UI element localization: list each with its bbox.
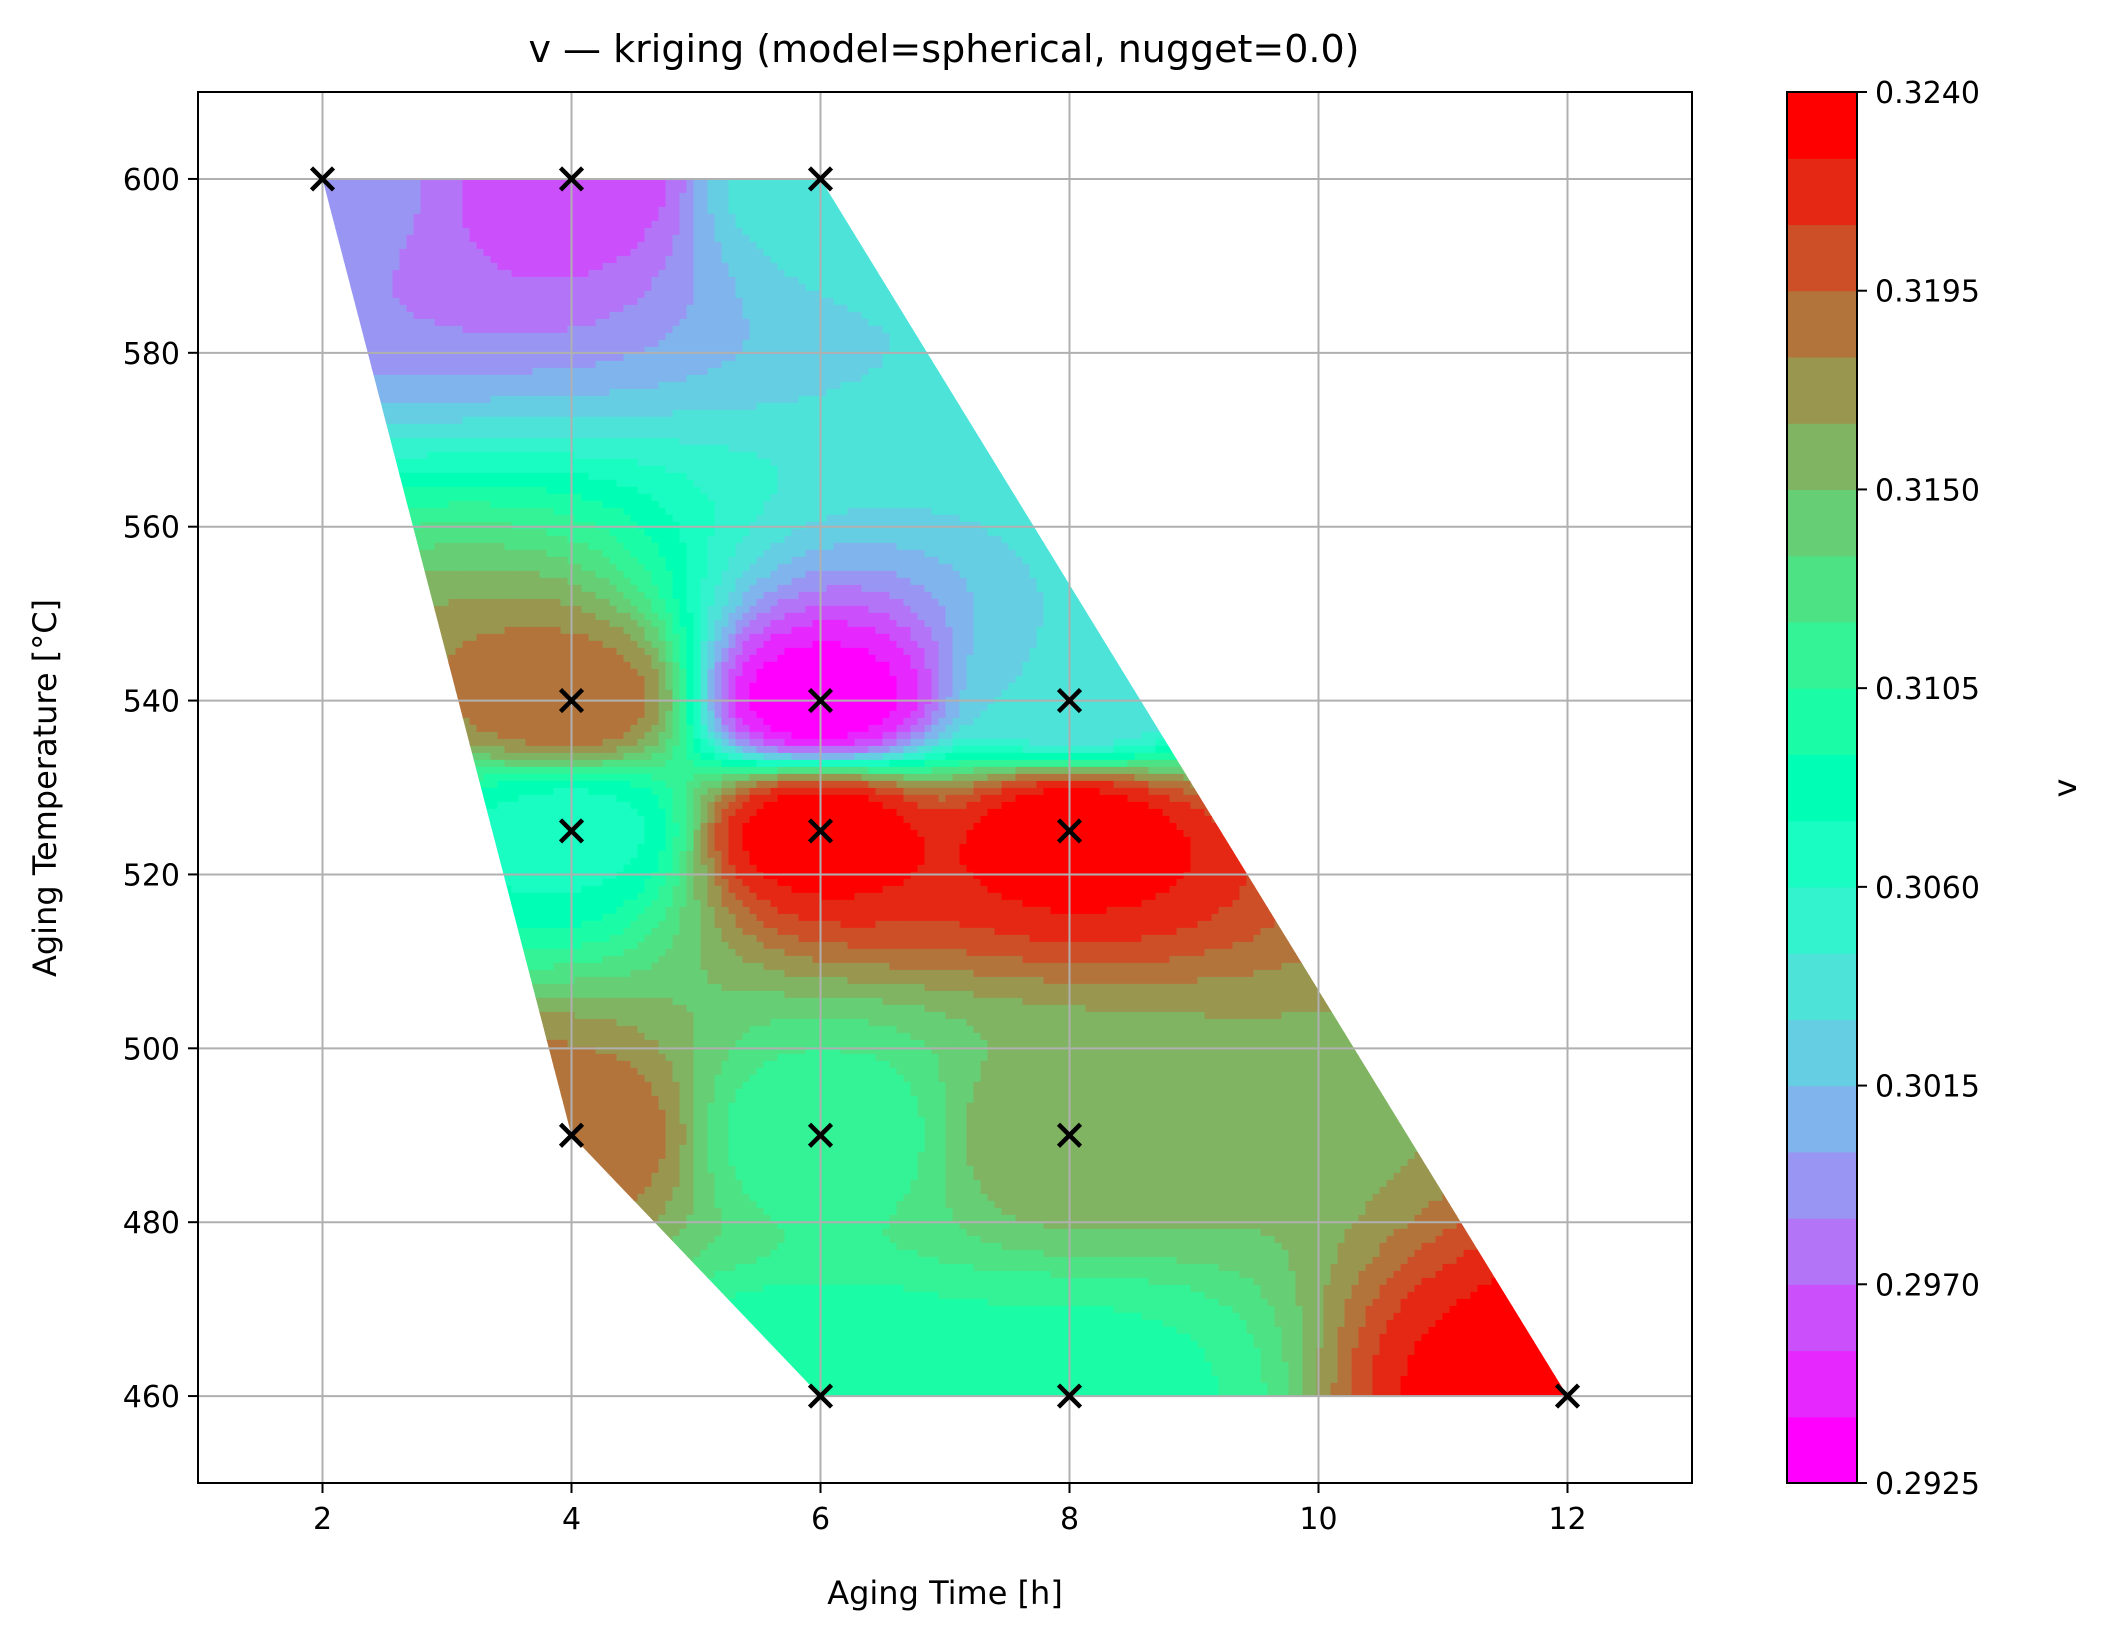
sample-marker (807, 166, 834, 192)
sample-markers (309, 166, 1581, 1409)
colorbar-band (1787, 1416, 1857, 1484)
colorbar-band (1787, 356, 1857, 424)
colorbar-band (1787, 886, 1857, 954)
colorbar-bands (1787, 92, 1857, 1484)
sample-marker (558, 687, 585, 714)
x-axis-ticks: 2 4 6 8 10 12 (313, 1483, 1587, 1537)
colorbar-frame (1786, 91, 1858, 1484)
colorbar-band (1787, 1019, 1857, 1087)
colorbar-band (1787, 158, 1857, 226)
colorbar-band (1787, 423, 1857, 491)
sample-marker (1056, 818, 1083, 844)
y-tick-label: 480 (123, 1206, 180, 1241)
plot-frame (197, 91, 1693, 1484)
colorbar-tick-label: 0.3105 (1875, 672, 1980, 707)
colorbar-band (1787, 224, 1857, 292)
colorbar: 0.2925 0.2970 0.3015 0.3060 0.3105 0.3150 0.31… (1786, 76, 1980, 1502)
colorbar-label: v (2046, 779, 2084, 798)
y-tick-label: 600 (123, 163, 180, 198)
sample-marker (807, 1122, 834, 1148)
colorbar-tick-label: 0.3060 (1875, 871, 1980, 906)
y-axis-label: Aging Temperature [°C] (26, 599, 64, 977)
y-tick-label: 580 (123, 337, 180, 372)
colorbar-tick-label: 0.3150 (1875, 473, 1980, 508)
sample-marker (558, 818, 585, 844)
colorbar-band (1787, 953, 1857, 1020)
sample-marker (558, 1122, 585, 1148)
colorbar-band (1787, 1085, 1857, 1153)
y-tick-label: 500 (123, 1032, 180, 1067)
y-tick-label: 560 (123, 511, 180, 546)
colorbar-band (1787, 290, 1857, 358)
sample-marker (807, 1383, 834, 1409)
y-axis-ticks: 460 480 500 520 540 560 580 600 (123, 163, 198, 1415)
colorbar-ticks: 0.2925 0.2970 0.3015 0.3060 0.3105 0.3150 0.31… (1857, 76, 1980, 1502)
y-tick-label: 520 (123, 858, 180, 893)
sample-marker (1056, 1122, 1083, 1148)
colorbar-band (1787, 1218, 1857, 1285)
x-tick-label: 6 (811, 1502, 830, 1537)
sample-marker (1056, 1383, 1083, 1409)
sample-marker (1056, 687, 1083, 714)
sample-marker (309, 166, 336, 192)
y-tick-label: 460 (123, 1380, 180, 1415)
sample-marker (558, 166, 585, 192)
sample-marker (1554, 1383, 1581, 1409)
chart-title: v — kriging (model=spherical, nugget=0.0… (528, 27, 1359, 71)
colorbar-band (1787, 92, 1857, 159)
contour-fill (322, 178, 1568, 1397)
colorbar-band (1787, 1350, 1857, 1418)
colorbar-tick-label: 0.2970 (1875, 1268, 1980, 1303)
x-tick-label: 12 (1548, 1502, 1586, 1537)
colorbar-tick-label: 0.3195 (1875, 275, 1980, 310)
colorbar-band (1787, 1151, 1857, 1219)
grid-lines (198, 92, 1692, 1483)
x-axis-label: Aging Time [h] (827, 1574, 1063, 1612)
colorbar-tick-label: 0.2925 (1875, 1467, 1980, 1502)
colorbar-band (1787, 688, 1857, 755)
x-tick-label: 4 (562, 1502, 581, 1537)
x-tick-label: 8 (1060, 1502, 1079, 1537)
y-tick-label: 540 (123, 685, 180, 720)
colorbar-tick-label: 0.3015 (1875, 1070, 1980, 1105)
colorbar-band (1787, 820, 1857, 888)
colorbar-band (1787, 1284, 1857, 1352)
x-tick-label: 10 (1299, 1502, 1337, 1537)
colorbar-band (1787, 754, 1857, 822)
sample-marker (807, 818, 834, 844)
colorbar-tick-label: 0.3240 (1875, 76, 1980, 111)
colorbar-band (1787, 621, 1857, 689)
colorbar-band (1787, 489, 1857, 557)
x-tick-label: 2 (313, 1502, 332, 1537)
colorbar-band (1787, 555, 1857, 623)
plot-area: 2 4 6 8 10 12 460 480 500 520 540 560 580 600 (123, 91, 1693, 1537)
sample-marker (807, 687, 834, 714)
